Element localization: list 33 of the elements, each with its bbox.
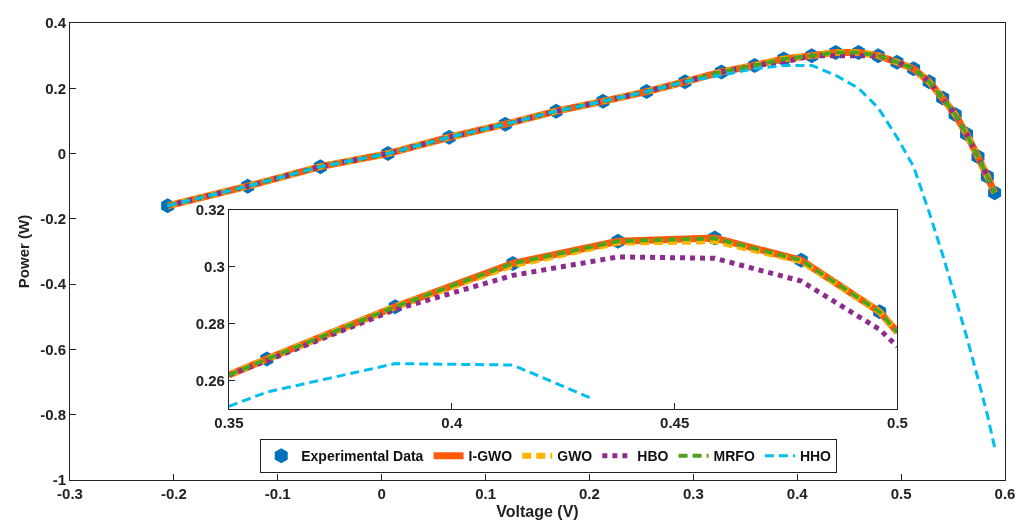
y-tick-label: -0.2 xyxy=(40,210,66,228)
y-tick-label: 0.2 xyxy=(45,79,66,97)
legend-label: I-GWO xyxy=(468,448,513,465)
x-tick-label: 0.2 xyxy=(579,485,600,502)
x-tick-label: 0.1 xyxy=(475,485,496,502)
y-tick-label: 0.26 xyxy=(195,371,225,389)
y-tick-label: 0.3 xyxy=(204,258,225,276)
legend-label: Experimental Data xyxy=(301,448,424,465)
legend-label: GWO xyxy=(557,448,593,465)
y-tick-label: -0.4 xyxy=(40,275,67,293)
x-tick-label: 0.45 xyxy=(660,414,690,432)
x-axis-title: Voltage (V) xyxy=(496,502,579,520)
x-tick-label: 0.5 xyxy=(887,414,908,432)
y-tick-label: -0.8 xyxy=(40,405,66,423)
x-tick-label: 0.5 xyxy=(890,485,912,502)
y-tick-label: -0.6 xyxy=(40,340,66,358)
line-series xyxy=(228,362,592,408)
x-tick-label: 0.4 xyxy=(786,485,809,502)
x-tick-label: -0.1 xyxy=(264,485,291,502)
x-tick-label: -0.2 xyxy=(160,485,187,502)
legend-label: HHO xyxy=(799,448,832,465)
x-tick-label: 0.35 xyxy=(214,414,244,432)
y-tick-label: 0 xyxy=(57,144,66,162)
x-tick-label: 0.3 xyxy=(682,485,704,502)
x-tick-label: 0.6 xyxy=(994,485,1016,502)
y-tick-label: 0.32 xyxy=(195,201,225,219)
x-tick-label: 0.4 xyxy=(441,414,463,432)
y-axis-title: Power (W) xyxy=(15,214,33,289)
legend-label: HBO xyxy=(637,448,669,465)
y-tick-label: 0.4 xyxy=(45,14,67,32)
y-tick-label: 0.28 xyxy=(195,315,225,333)
legend-label: MRFO xyxy=(713,448,755,465)
x-tick-label: 0 xyxy=(377,485,386,502)
